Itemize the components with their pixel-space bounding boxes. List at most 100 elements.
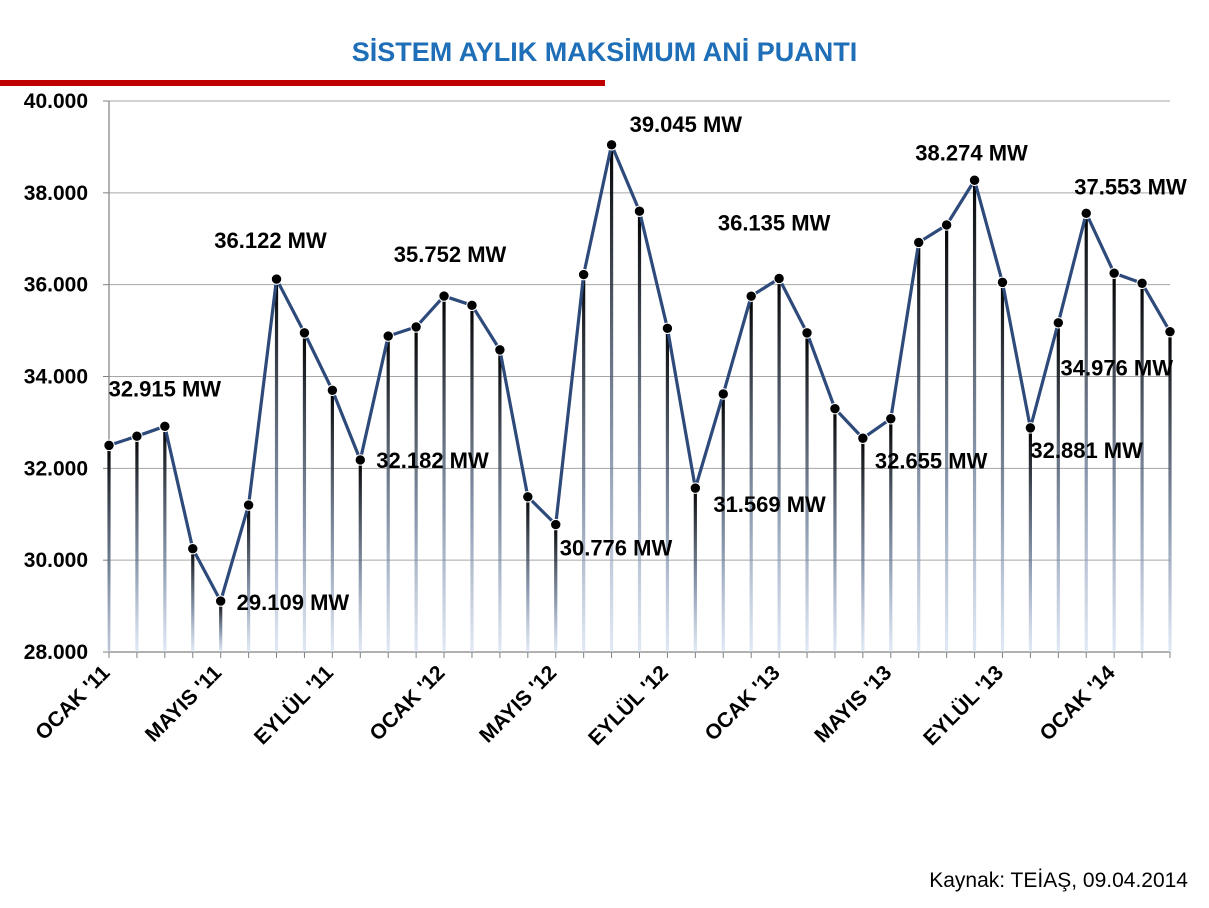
data-point	[885, 413, 897, 425]
data-labels: 32.915 MW 29.109 MW 36.122 MW 32.182 MW 35.7…	[109, 112, 1187, 615]
drop-line	[386, 336, 390, 652]
data-label: 37.553 MW	[1074, 174, 1187, 199]
drop-line	[498, 349, 502, 652]
data-point	[968, 174, 981, 186]
data-label: 38.274 MW	[915, 140, 1028, 165]
y-tick-label: 34.000	[24, 366, 88, 389]
drop-line	[1028, 427, 1032, 652]
drop-lines	[107, 144, 1172, 653]
data-point	[242, 499, 255, 511]
drop-line	[637, 211, 642, 652]
drop-line	[442, 296, 446, 652]
drop-line	[972, 180, 977, 652]
data-point	[214, 595, 227, 607]
x-tick-label: MAYIS '12	[475, 661, 561, 747]
data-point	[689, 482, 702, 494]
data-point	[661, 322, 674, 334]
drop-line	[721, 393, 725, 652]
drop-line	[749, 296, 753, 652]
drop-line	[1084, 213, 1088, 652]
data-label: 34.976 MW	[1061, 356, 1174, 381]
data-point	[717, 388, 729, 400]
title-rule	[0, 80, 605, 86]
x-tick-label: OCAK '13	[700, 661, 784, 745]
data-point	[996, 276, 1009, 289]
y-tick-label: 40.000	[24, 90, 88, 113]
drop-line	[135, 436, 139, 652]
x-tick-label: EYLÜL '13	[919, 661, 1008, 750]
x-tick-label: MAYIS '13	[810, 661, 896, 747]
drop-line	[358, 459, 362, 652]
data-label: 32.881 MW	[1030, 438, 1143, 463]
data-point	[1024, 422, 1037, 434]
x-tick-label: OCAK '11	[31, 661, 115, 745]
data-point	[298, 327, 311, 339]
data-point	[187, 542, 199, 555]
drop-line	[219, 601, 223, 652]
drop-line	[191, 548, 195, 652]
data-label: 31.569 MW	[713, 492, 826, 517]
data-point	[829, 402, 841, 415]
source-note: Kaynak: TEİAŞ, 09.04.2014	[929, 869, 1188, 892]
drop-line	[609, 144, 614, 653]
data-point	[494, 344, 506, 356]
drop-line	[414, 326, 418, 652]
data-point	[1136, 277, 1148, 289]
data-point	[633, 205, 646, 217]
drop-line	[833, 408, 837, 652]
y-axis-ticks: 28.000 30.000 32.000 34.000 36.000 38.000 40.0…	[24, 90, 88, 664]
x-axis-ticks: OCAK '11 MAYIS '11 EYLÜL '11 OCAK '12 MAYIS …	[31, 661, 1120, 750]
data-label: 32.655 MW	[875, 448, 988, 473]
data-label: 30.776 MW	[560, 536, 673, 561]
data-point	[466, 299, 478, 312]
drop-line	[330, 390, 334, 652]
drop-line	[1168, 331, 1172, 652]
data-point	[773, 272, 785, 285]
data-label: 39.045 MW	[630, 112, 743, 137]
drop-line	[1000, 282, 1005, 652]
drop-line	[107, 445, 111, 652]
drop-line	[247, 505, 251, 652]
drop-line	[526, 496, 530, 652]
data-point	[410, 321, 422, 333]
chart-title: SİSTEM AYLIK MAKSİMUM ANİ PUANTI	[351, 37, 858, 67]
data-point	[1108, 267, 1120, 279]
drop-line	[163, 426, 167, 652]
y-tick-label: 38.000	[24, 182, 88, 205]
drop-line	[917, 242, 921, 652]
data-point	[857, 432, 869, 444]
drop-line	[470, 305, 474, 652]
data-points	[103, 139, 1176, 607]
data-point	[270, 273, 283, 285]
data-point	[913, 236, 925, 249]
drop-line	[861, 438, 865, 652]
x-tick-label: EYLÜL '11	[250, 661, 338, 749]
drop-line	[693, 488, 697, 652]
drop-line	[1140, 283, 1144, 652]
drop-line	[582, 274, 586, 652]
data-point	[745, 290, 757, 302]
y-tick-label: 28.000	[24, 641, 88, 664]
data-label: 32.915 MW	[109, 376, 222, 401]
data-point	[159, 420, 171, 433]
data-label: 36.122 MW	[214, 228, 327, 253]
data-point	[1052, 317, 1065, 329]
data-point	[1080, 207, 1092, 220]
drop-line	[777, 278, 781, 652]
y-tick-label: 32.000	[24, 457, 88, 480]
drop-line	[665, 328, 670, 652]
y-tick-label: 36.000	[24, 274, 88, 297]
data-point	[940, 219, 953, 231]
data-label: 32.182 MW	[376, 448, 489, 473]
data-point	[605, 139, 618, 151]
data-label: 35.752 MW	[394, 242, 507, 267]
y-tick-label: 30.000	[24, 549, 88, 572]
drop-line	[805, 332, 809, 652]
data-point	[103, 439, 115, 452]
data-label: 36.135 MW	[718, 210, 831, 235]
x-tick-label: OCAK '12	[365, 661, 449, 745]
data-point	[382, 330, 394, 342]
drop-line	[274, 279, 279, 652]
data-point	[438, 290, 450, 302]
